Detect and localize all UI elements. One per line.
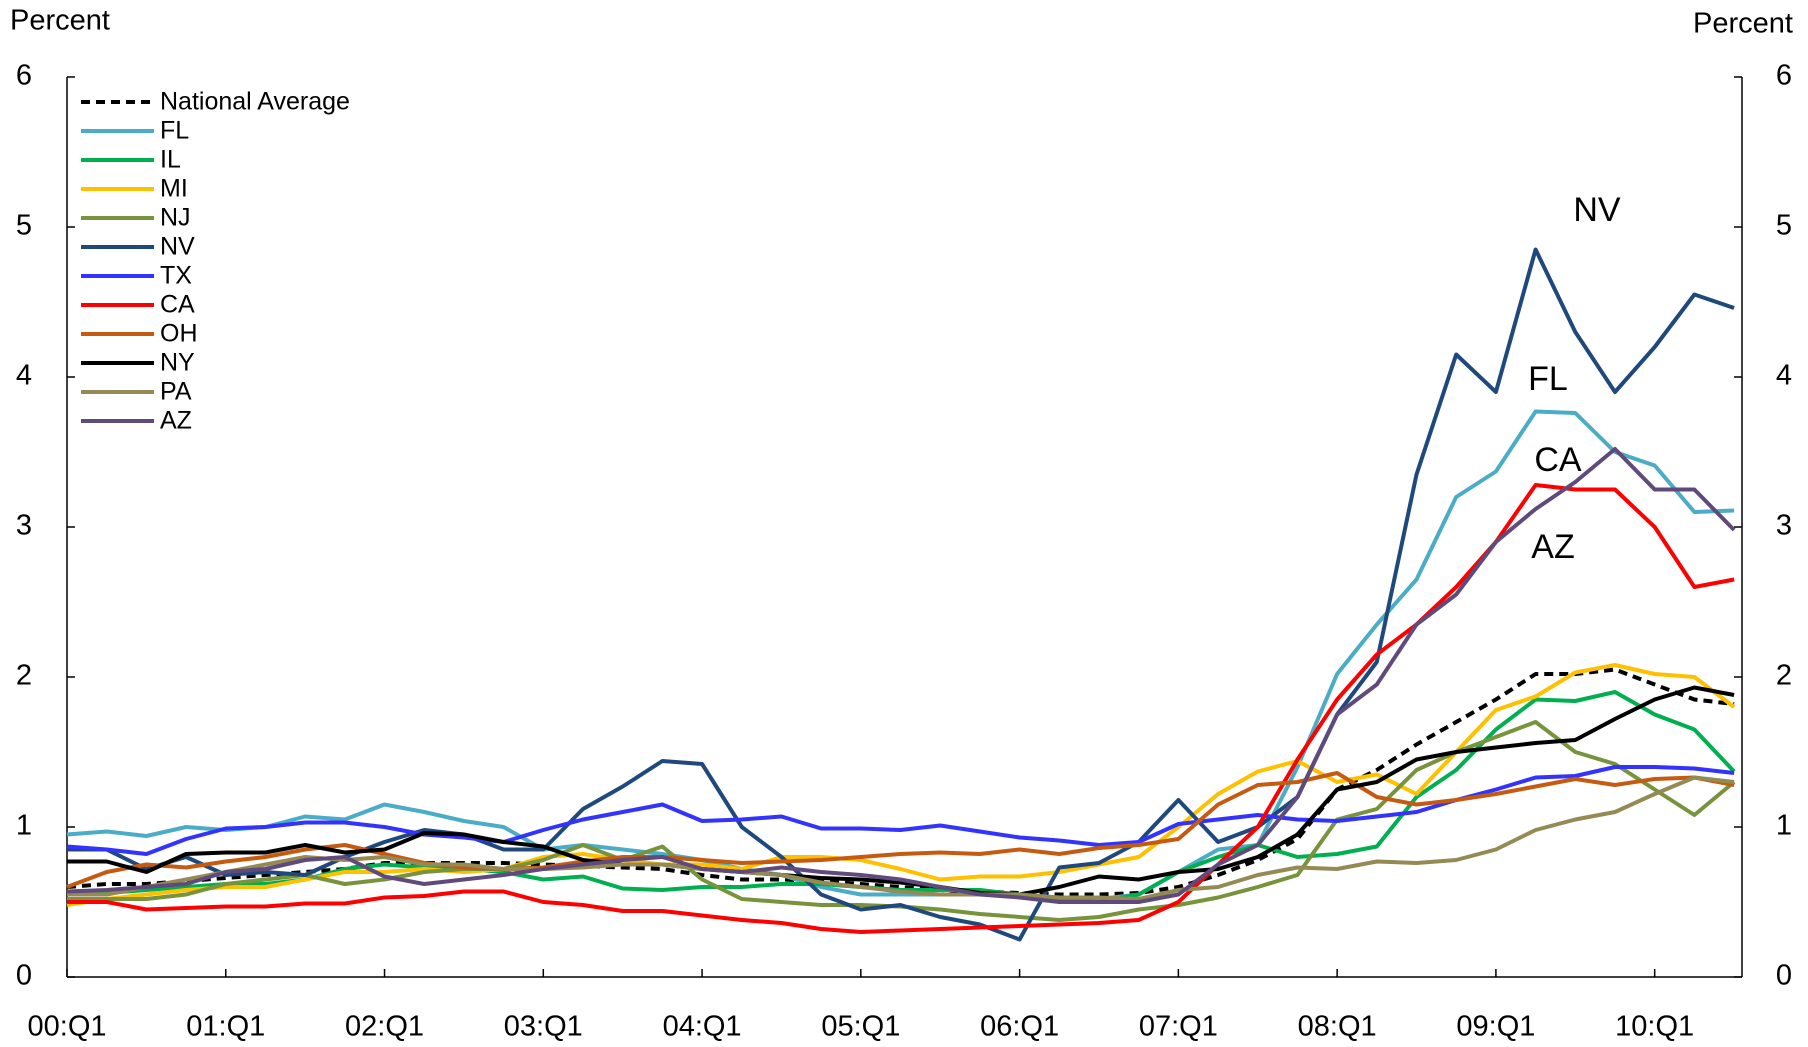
annotation: FL [1528,360,1568,398]
legend-label: OH [160,320,198,348]
y-tick-label: 3 [16,510,32,542]
legend-label: AZ [160,407,192,435]
y2-tick-label: 1 [1776,810,1792,842]
x-tick-label: 07:Q1 [1139,1011,1218,1043]
legend-label: MI [160,175,188,203]
annotation: NV [1573,191,1621,229]
x-tick-label: 05:Q1 [821,1011,900,1043]
legend-label: IL [160,146,181,174]
y-tick-label: 5 [16,210,32,242]
x-tick-label: 00:Q1 [28,1011,107,1043]
legend-label: NV [160,233,195,261]
y2-tick-label: 0 [1776,960,1792,992]
legend-label: NY [160,349,195,377]
x-tick-label: 08:Q1 [1298,1011,1377,1043]
series-line [67,247,1735,942]
y2-tick-label: 5 [1776,210,1792,242]
series-line [67,685,1735,897]
x-tick-label: 02:Q1 [345,1011,424,1043]
x-tick-label: 06:Q1 [980,1011,1059,1043]
y-tick-label: 0 [16,960,32,992]
x-tick-label: 03:Q1 [504,1011,583,1043]
x-tick-label: 04:Q1 [663,1011,742,1043]
y-tick-label: 2 [16,660,32,692]
series-line [66,447,1736,904]
series-line [66,771,1735,889]
y-tick-label: 1 [16,810,32,842]
x-tick-label: 01:Q1 [186,1011,265,1043]
y2-tick-label: 4 [1776,360,1792,392]
x-tick-label: 10:Q1 [1615,1011,1694,1043]
series-line [67,483,1735,934]
series-line [66,765,1735,856]
series-line [67,775,1735,901]
legend-label: NJ [160,204,191,232]
y2-axis-label: Percent [1693,8,1793,40]
legend-label: CA [160,291,195,319]
annotation: CA [1534,441,1582,479]
legend-label: FL [160,117,189,145]
x-tick-label: 09:Q1 [1456,1011,1535,1043]
y2-tick-label: 6 [1776,60,1792,92]
y2-tick-label: 3 [1776,510,1792,542]
y-tick-label: 4 [16,360,32,392]
y2-tick-label: 2 [1776,660,1792,692]
y-tick-label: 6 [16,60,32,92]
y-axis-label: Percent [10,5,110,37]
series-line [66,409,1735,901]
legend-label: PA [160,378,192,406]
annotation: AZ [1531,528,1574,566]
legend-label: TX [160,262,192,290]
legend-label: National Average [160,88,350,116]
